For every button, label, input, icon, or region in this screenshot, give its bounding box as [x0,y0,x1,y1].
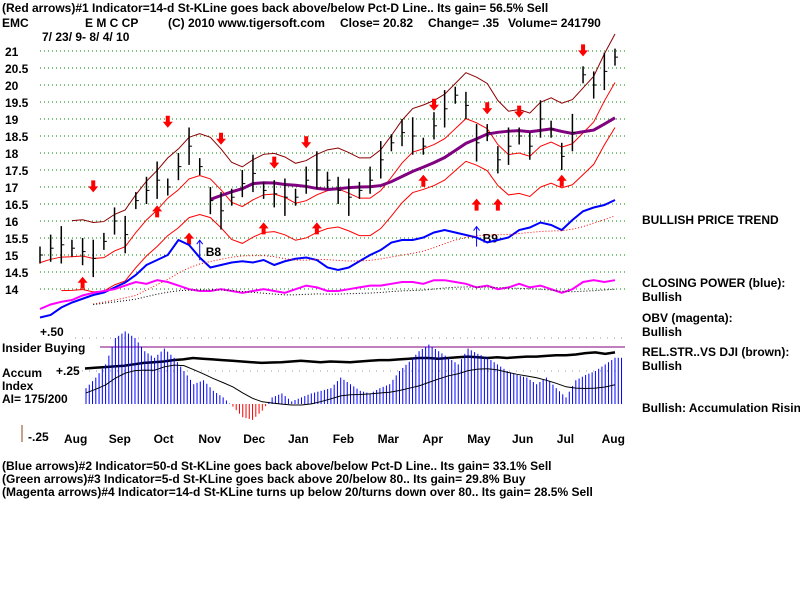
price-tick-label: 16 [5,215,19,229]
red-up-arrow [418,174,429,187]
month-label: Aug [602,432,625,446]
red-down-arrow [301,136,312,149]
month-label: Feb [333,432,354,446]
accumulation-status: Bullish: Accumulation Rising [642,401,800,415]
obv-status: Bullish [642,325,683,339]
accum-tick-label: +.50 [40,325,64,339]
obv-ma [93,286,616,306]
price-tick-label: 14 [5,283,19,297]
month-label: Aug [64,432,87,446]
closing-power-status: Bullish [642,290,683,304]
trend-label: BULLISH PRICE TREND [642,213,779,227]
rel-str-line [84,351,616,370]
price-tick-label: 17 [5,181,19,195]
price-tick-label: 19.5 [5,96,29,110]
rel-str-label: REL.STR..VS DJI (brown): [642,345,790,359]
red-down-arrow [514,105,525,118]
red-up-arrow [77,276,88,289]
red-down-arrow [482,102,493,115]
price-tick-label: 18.5 [5,130,29,144]
price-tick-label: 18 [5,147,19,161]
month-label: Mar [378,432,400,446]
company-name: E M C CP [85,16,139,30]
month-label: Jul [557,432,574,446]
red-down-arrow [88,180,99,193]
month-label: Apr [422,432,443,446]
red-up-arrow [492,198,503,211]
footer-blue-arrows: (Blue arrows)#2 Indicator=50-d St-KLine … [2,459,552,473]
red-up-arrow [152,205,163,218]
price-tick-label: 14.5 [5,266,29,280]
rel-str-status: Bullish [642,359,683,373]
price-tick-label: 16.5 [5,198,29,212]
price-tick-label: 20 [5,79,19,93]
accum-label: Accum [2,366,43,380]
red-up-arrow [184,232,195,245]
obv-label: OBV (magenta): [642,311,733,325]
footer-magenta-arrows: (Magenta arrows)#4 Indicator=14-d St-KLi… [2,485,593,499]
month-label: May [467,432,491,446]
insider-buying-label: Insider Buying [2,341,86,355]
month-label: Nov [198,432,221,446]
stock-chart: 21 20.5 20 19.5 19 18.5 18 17.5 17 16.5 16 15.5 15 14… [5,33,625,446]
price-tick-label: 17.5 [5,164,29,178]
accum-tick-label: -.25 [28,430,49,444]
month-label: Oct [154,432,174,446]
red-down-arrow [428,98,439,111]
price-tick-label: 21 [5,45,19,59]
month-label: Jun [512,432,533,446]
accum-ma [85,364,616,406]
accum-tick-label: +.25 [56,364,80,378]
closing-power-ma [93,215,616,305]
header-indicator-line: (Red arrows)#1 Indicator=14-d St-KLine g… [2,1,549,15]
price-tick-label: 20.5 [5,62,29,76]
signal-label: B8 [206,245,222,259]
moving-average [209,116,616,201]
copyright: (C) 2010 www.tigersoft.com [168,16,325,30]
footer-green-arrows: (Green arrows)#3 Indicator=5-d St-KLine … [2,472,526,486]
red-up-arrow [258,222,269,235]
red-up-arrow [471,198,482,211]
close-value: Close= 20.82 [340,16,414,30]
upper-band [71,33,616,223]
month-label: Jan [288,432,309,446]
red-down-arrow [216,132,227,145]
lower-band [61,127,616,293]
ai-value: AI= 175/200 [2,392,68,406]
price-tick-label: 15.5 [5,232,29,246]
obv-line [39,279,616,310]
closing-power-label: CLOSING POWER (blue): [642,276,786,290]
month-label: Dec [243,432,265,446]
red-down-arrow [269,156,280,169]
red-down-arrow [162,115,173,128]
volume-value: Volume= 241790 [508,16,601,30]
price-tick-label: 19 [5,113,19,127]
symbol: EMC [2,16,29,30]
red-up-arrow [311,222,322,235]
red-down-arrow [578,44,589,57]
closing-power-line [39,199,616,319]
date-range: 7/ 23/ 9- 8/ 4/ 10 [42,30,130,44]
price-tick-label: 15 [5,249,19,263]
change-value: Change= .35 [428,16,500,30]
index-label: Index [2,379,34,393]
signal-label: B9 [483,232,499,246]
red-up-arrow [556,174,567,187]
month-label: Sep [109,432,131,446]
